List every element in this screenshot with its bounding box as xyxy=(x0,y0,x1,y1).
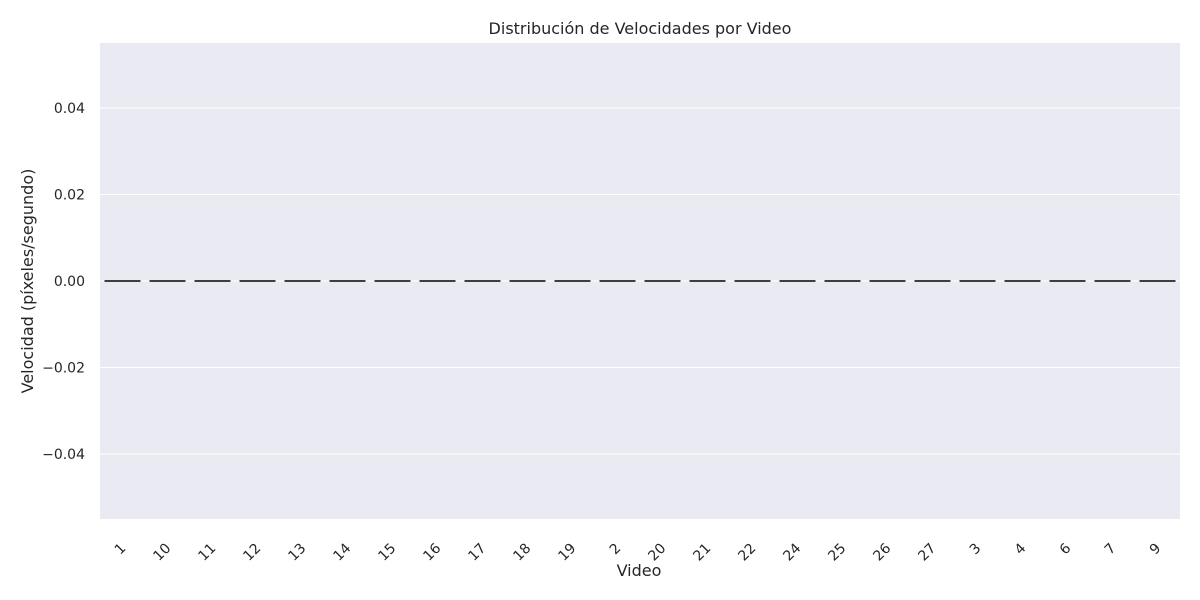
x-tick-label: 9 xyxy=(1147,541,1165,559)
x-axis-label: Video xyxy=(617,561,662,580)
x-tick-label: 18 xyxy=(510,541,534,565)
x-tick-label: 1 xyxy=(112,541,130,559)
x-tick-label: 7 xyxy=(1102,541,1120,559)
x-tick-label: 6 xyxy=(1057,540,1075,558)
x-tick-label: 27 xyxy=(915,541,939,565)
x-tick-label: 4 xyxy=(1012,540,1030,558)
y-tick-labels: −0.04 −0.02 0.00 0.02 0.04 xyxy=(42,101,85,463)
x-tick-label: 14 xyxy=(330,540,354,564)
x-tick-label: 22 xyxy=(735,541,759,565)
x-tick-label: 10 xyxy=(150,541,174,565)
x-tick-label: 15 xyxy=(375,541,399,565)
x-tick-label: 2 xyxy=(607,541,625,559)
x-tick-label: 3 xyxy=(967,541,985,559)
x-tick-label: 17 xyxy=(465,541,489,565)
x-tick-label: 11 xyxy=(195,541,219,565)
x-tick-label: 21 xyxy=(690,541,714,565)
x-tick-label: 13 xyxy=(285,541,309,565)
y-tick-label: 0.00 xyxy=(54,274,85,290)
x-tick-label: 26 xyxy=(870,540,894,564)
y-tick-label: 0.04 xyxy=(54,101,85,117)
x-tick-label: 19 xyxy=(555,541,579,565)
chart-title: Distribución de Velocidades por Video xyxy=(489,19,792,38)
x-tick-label: 24 xyxy=(780,540,804,564)
x-tick-label: 16 xyxy=(420,540,444,564)
y-tick-label: −0.02 xyxy=(42,361,85,377)
x-tick-label: 25 xyxy=(825,541,849,565)
grid-lines xyxy=(100,107,1180,455)
x-tick-label: 12 xyxy=(240,541,264,565)
y-tick-label: 0.02 xyxy=(54,187,85,203)
y-tick-label: −0.04 xyxy=(42,447,85,463)
y-axis-label: Velocidad (píxeles/segundo) xyxy=(18,169,37,394)
